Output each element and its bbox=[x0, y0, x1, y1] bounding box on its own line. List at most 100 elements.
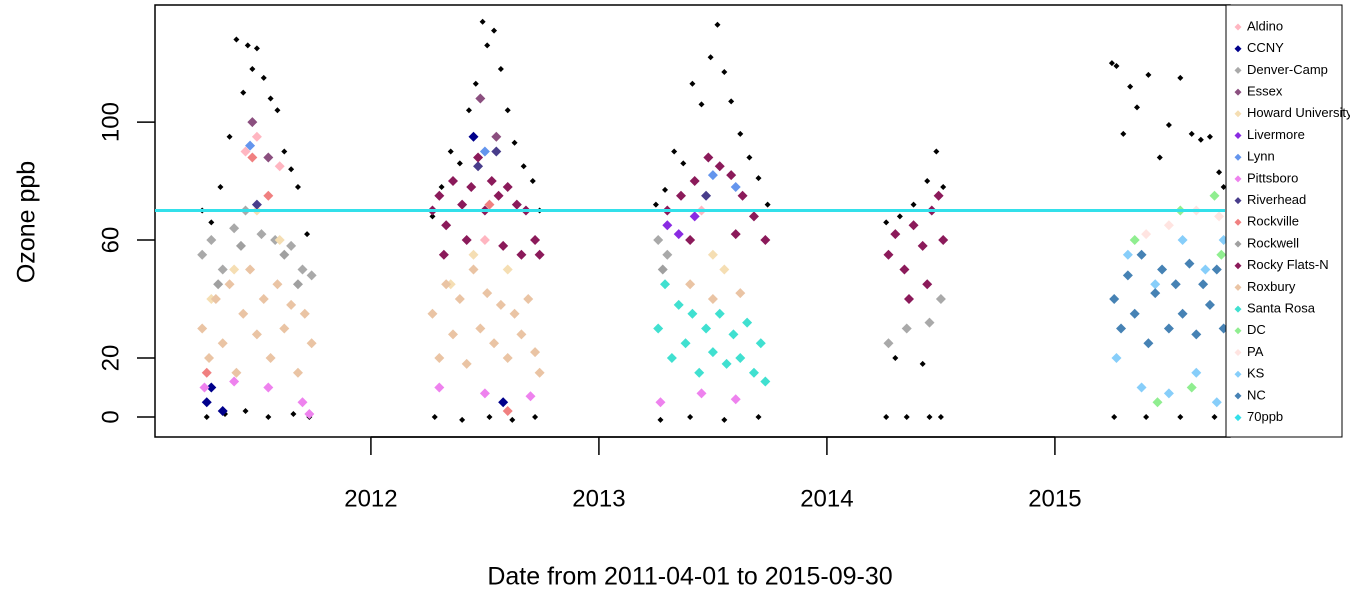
data-point bbox=[922, 279, 933, 290]
data-point bbox=[1133, 104, 1140, 111]
data-point bbox=[1191, 329, 1202, 340]
data-point bbox=[714, 308, 725, 319]
data-point bbox=[233, 36, 240, 43]
data-point bbox=[937, 413, 944, 420]
plot-frame bbox=[154, 4, 1231, 438]
data-point bbox=[657, 264, 668, 275]
data-point bbox=[660, 279, 671, 290]
data-point bbox=[689, 211, 700, 222]
y-tick-label: 20 bbox=[97, 345, 124, 372]
data-point bbox=[1127, 83, 1134, 90]
data-point bbox=[253, 45, 260, 52]
data-point bbox=[229, 264, 240, 275]
data-point bbox=[498, 397, 509, 408]
data-point bbox=[217, 406, 228, 417]
data-point bbox=[203, 413, 210, 420]
x-tick-label: 2014 bbox=[800, 485, 853, 512]
x-axis-label: Date from 2011-04-01 to 2015-09-30 bbox=[487, 563, 892, 591]
data-point bbox=[532, 413, 539, 420]
data-point bbox=[258, 293, 269, 304]
data-point bbox=[737, 190, 748, 201]
data-point bbox=[685, 235, 696, 246]
data-point bbox=[1170, 279, 1181, 290]
y-tick-label: 0 bbox=[97, 410, 124, 423]
legend-marker bbox=[1234, 88, 1242, 96]
data-point bbox=[1177, 308, 1188, 319]
data-point bbox=[919, 360, 926, 367]
data-point bbox=[217, 183, 224, 190]
data-point bbox=[306, 270, 317, 281]
data-point bbox=[297, 264, 308, 275]
data-point bbox=[251, 329, 262, 340]
data-point bbox=[1184, 258, 1195, 269]
data-point bbox=[1191, 367, 1202, 378]
data-point bbox=[491, 27, 498, 34]
data-point bbox=[1143, 413, 1150, 420]
data-point bbox=[292, 367, 303, 378]
data-point bbox=[890, 229, 901, 240]
legend-marker bbox=[1234, 197, 1242, 205]
data-point bbox=[260, 74, 267, 81]
data-point bbox=[1136, 382, 1147, 393]
legend-label: Denver-Camp bbox=[1247, 62, 1328, 77]
data-point bbox=[201, 397, 212, 408]
data-point bbox=[746, 154, 753, 161]
data-point bbox=[523, 293, 534, 304]
legend-marker bbox=[1234, 370, 1242, 378]
data-point bbox=[473, 161, 484, 172]
legend-box bbox=[1225, 4, 1343, 438]
data-point bbox=[279, 323, 290, 334]
data-point bbox=[265, 413, 272, 420]
data-point bbox=[509, 416, 516, 423]
data-point bbox=[719, 264, 730, 275]
legend-marker bbox=[1234, 132, 1242, 139]
legend-label: Aldino bbox=[1247, 18, 1283, 33]
data-point bbox=[908, 220, 919, 231]
data-point bbox=[431, 413, 438, 420]
data-point bbox=[1198, 279, 1209, 290]
data-point bbox=[1177, 235, 1188, 246]
legend-label: Rockville bbox=[1247, 214, 1299, 229]
data-point bbox=[263, 152, 274, 163]
legend-marker bbox=[1234, 283, 1242, 291]
data-point bbox=[224, 279, 235, 290]
data-point bbox=[242, 408, 249, 415]
legend-marker bbox=[1234, 66, 1242, 74]
data-point bbox=[201, 367, 212, 378]
data-point bbox=[673, 229, 684, 240]
data-point bbox=[299, 308, 310, 319]
legend-label: Livermore bbox=[1247, 127, 1305, 142]
legend-marker bbox=[1234, 392, 1242, 400]
legend-marker bbox=[1234, 153, 1242, 161]
data-point bbox=[244, 42, 251, 49]
data-point bbox=[240, 146, 251, 157]
legend-label: KS bbox=[1247, 366, 1265, 381]
data-point bbox=[748, 211, 759, 222]
data-point bbox=[459, 416, 466, 423]
data-point bbox=[213, 279, 224, 290]
data-point bbox=[197, 323, 208, 334]
data-point bbox=[229, 223, 240, 234]
legend-marker bbox=[1234, 327, 1242, 335]
data-point bbox=[441, 279, 452, 290]
data-point bbox=[1211, 397, 1222, 408]
data-point bbox=[465, 107, 472, 114]
data-point bbox=[240, 89, 247, 96]
data-point bbox=[707, 347, 718, 358]
data-point bbox=[434, 382, 445, 393]
y-axis-label: Ozone ppb bbox=[13, 161, 41, 283]
data-point bbox=[1136, 249, 1147, 260]
legend-label: DC bbox=[1247, 322, 1266, 337]
data-point bbox=[1186, 382, 1197, 393]
data-point bbox=[475, 323, 486, 334]
data-point bbox=[662, 186, 669, 193]
data-point bbox=[249, 65, 256, 72]
data-point bbox=[530, 347, 541, 358]
data-point bbox=[288, 166, 295, 173]
data-point bbox=[479, 18, 486, 25]
data-point bbox=[698, 101, 705, 108]
data-point bbox=[901, 323, 912, 334]
data-point bbox=[748, 367, 759, 378]
data-point bbox=[479, 146, 490, 157]
data-point bbox=[1163, 388, 1174, 399]
